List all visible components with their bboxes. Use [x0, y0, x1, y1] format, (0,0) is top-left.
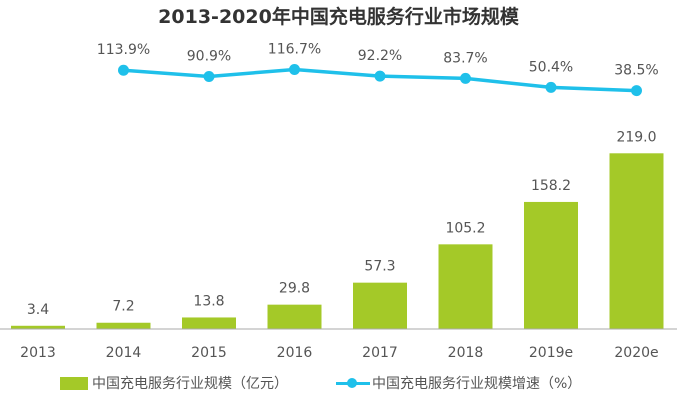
x-tick-2013: 2013 [20, 345, 56, 361]
growth-label-2020e: 38.5% [614, 63, 658, 79]
growth-point-2015 [203, 70, 215, 82]
bar-2016 [267, 304, 322, 329]
growth-label-2017: 92.2% [358, 48, 402, 64]
bar-label-2016: 29.8 [279, 281, 310, 297]
bar-label-2014: 7.2 [112, 299, 134, 315]
bar-2014 [96, 322, 151, 329]
legend-bar-label: 中国充电服务行业规模（亿元） [92, 376, 288, 392]
x-tick-2019e: 2019e [529, 345, 573, 361]
growth-label-2015: 90.9% [187, 48, 231, 64]
bar-2019e [524, 201, 578, 329]
legend-line-swatch [336, 376, 370, 390]
bar-2017 [353, 282, 407, 329]
legend-line-label: 中国充电服务行业规模增速（%） [372, 376, 582, 392]
bar-label-2020e: 219.0 [616, 129, 656, 145]
growth-label-2019e: 50.4% [529, 59, 573, 75]
growth-point-2020e [631, 85, 642, 97]
growth-label-2018: 83.7% [443, 50, 487, 66]
bar-2015 [182, 317, 236, 329]
x-tick-2015: 2015 [191, 345, 227, 361]
legend: 中国充电服务行业规模（亿元） 中国充电服务行业规模增速（%） [60, 373, 581, 393]
growth-point-2016 [289, 63, 300, 75]
x-tick-2017: 2017 [362, 345, 398, 361]
growth-point-2017 [374, 70, 386, 82]
x-tick-2016: 2016 [277, 345, 313, 361]
bar-label-2019e: 158.2 [531, 178, 571, 194]
growth-point-2018 [460, 72, 471, 84]
bar-label-2013: 3.4 [27, 302, 49, 318]
x-tick-2014: 2014 [106, 345, 142, 361]
x-tick-2018: 2018 [448, 345, 484, 361]
bar-label-2015: 13.8 [193, 293, 224, 309]
growth-label-2014: 113.9% [97, 42, 150, 58]
growth-point-2014 [118, 64, 129, 76]
chart-title: 2013-2020年中国充电服务行业市场规模 [158, 6, 519, 28]
bar-label-2017: 57.3 [364, 259, 395, 275]
legend-bar-swatch [60, 376, 88, 390]
bar-2020e [609, 153, 664, 329]
bar-label-2018: 105.2 [445, 220, 485, 236]
growth-label-2016: 116.7% [268, 41, 321, 57]
bar-2018 [438, 244, 493, 329]
x-tick-2020e: 2020e [614, 345, 658, 361]
growth-point-2019e [545, 81, 557, 93]
bar-2013 [11, 325, 65, 329]
